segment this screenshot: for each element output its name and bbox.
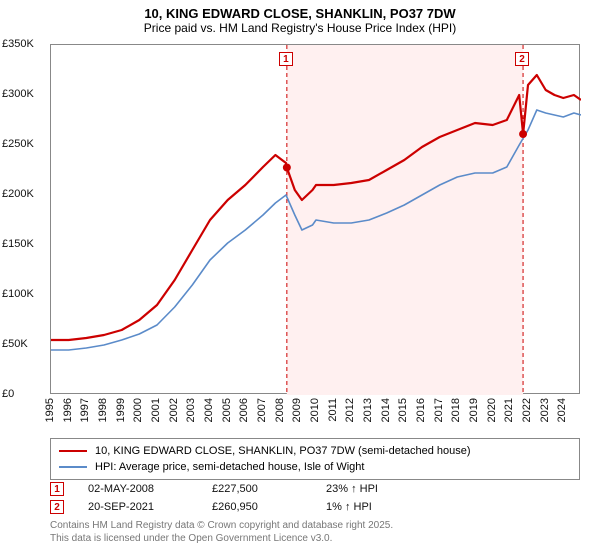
- sale-point-price: £227,500: [212, 483, 302, 495]
- x-tick-label: 2021: [503, 398, 515, 422]
- sale-marker-1: 1: [279, 52, 293, 66]
- x-tick-label: 2018: [450, 398, 462, 422]
- x-tick-label: 2004: [203, 398, 215, 422]
- x-tick-label: 1997: [79, 398, 91, 422]
- x-tick-label: 2024: [556, 398, 568, 422]
- chart-subtitle: Price paid vs. HM Land Registry's House …: [0, 21, 600, 35]
- x-tick-label: 2015: [397, 398, 409, 422]
- footer-line: Contains HM Land Registry data © Crown c…: [50, 520, 393, 533]
- y-tick-label: £350K: [2, 38, 48, 50]
- x-tick-label: 2012: [344, 398, 356, 422]
- x-tick-label: 2017: [433, 398, 445, 422]
- legend-row: HPI: Average price, semi-detached house,…: [59, 459, 571, 475]
- x-tick-label: 2005: [221, 398, 233, 422]
- x-tick-label: 2016: [415, 398, 427, 422]
- x-tick-label: 2009: [291, 398, 303, 422]
- chart-title: 10, KING EDWARD CLOSE, SHANKLIN, PO37 7D…: [0, 6, 600, 21]
- sale-point-row: 2 20-SEP-2021 £260,950 1% ↑ HPI: [50, 498, 580, 516]
- sale-point-date: 02-MAY-2008: [88, 483, 188, 495]
- legend: 10, KING EDWARD CLOSE, SHANKLIN, PO37 7D…: [50, 438, 580, 480]
- y-tick-label: £300K: [2, 88, 48, 100]
- y-tick-label: £50K: [2, 338, 48, 350]
- chart-container: 10, KING EDWARD CLOSE, SHANKLIN, PO37 7D…: [0, 0, 600, 560]
- x-tick-label: 2019: [468, 398, 480, 422]
- sale-point-delta: 1% ↑ HPI: [326, 501, 416, 513]
- x-tick-label: 1998: [97, 398, 109, 422]
- footer-line: This data is licensed under the Open Gov…: [50, 533, 393, 546]
- x-tick-label: 2008: [274, 398, 286, 422]
- legend-row: 10, KING EDWARD CLOSE, SHANKLIN, PO37 7D…: [59, 443, 571, 459]
- sale-point-num: 1: [50, 482, 64, 496]
- sale-point-row: 1 02-MAY-2008 £227,500 23% ↑ HPI: [50, 480, 580, 498]
- x-tick-label: 2002: [168, 398, 180, 422]
- legend-label: 10, KING EDWARD CLOSE, SHANKLIN, PO37 7D…: [95, 445, 471, 457]
- x-tick-label: 2014: [380, 398, 392, 422]
- sale-point-delta: 23% ↑ HPI: [326, 483, 416, 495]
- y-tick-label: £150K: [2, 238, 48, 250]
- x-tick-label: 2020: [486, 398, 498, 422]
- x-tick-label: 2006: [238, 398, 250, 422]
- sale-point-num: 2: [50, 500, 64, 514]
- y-tick-label: £0: [2, 388, 48, 400]
- y-tick-label: £250K: [2, 138, 48, 150]
- footer-attribution: Contains HM Land Registry data © Crown c…: [50, 520, 393, 545]
- sale-point-price: £260,950: [212, 501, 302, 513]
- x-tick-label: 2011: [327, 398, 339, 422]
- x-tick-label: 2003: [185, 398, 197, 422]
- x-tick-label: 2007: [256, 398, 268, 422]
- x-tick-label: 2001: [150, 398, 162, 422]
- legend-swatch: [59, 450, 87, 452]
- sale-marker-2: 2: [515, 52, 529, 66]
- sale-points-table: 1 02-MAY-2008 £227,500 23% ↑ HPI 2 20-SEP-202…: [50, 480, 580, 516]
- x-tick-label: 1999: [115, 398, 127, 422]
- plot-area: [50, 44, 580, 394]
- x-tick-label: 2000: [132, 398, 144, 422]
- legend-label: HPI: Average price, semi-detached house,…: [95, 461, 364, 473]
- legend-swatch: [59, 466, 87, 468]
- x-tick-label: 1996: [62, 398, 74, 422]
- x-tick-label: 2023: [539, 398, 551, 422]
- y-tick-label: £100K: [2, 288, 48, 300]
- x-tick-label: 2022: [521, 398, 533, 422]
- sale-point-date: 20-SEP-2021: [88, 501, 188, 513]
- x-tick-label: 2010: [309, 398, 321, 422]
- plot-svg: [51, 45, 581, 395]
- title-block: 10, KING EDWARD CLOSE, SHANKLIN, PO37 7D…: [0, 0, 600, 35]
- x-tick-label: 1995: [44, 398, 56, 422]
- x-tick-label: 2013: [362, 398, 374, 422]
- y-tick-label: £200K: [2, 188, 48, 200]
